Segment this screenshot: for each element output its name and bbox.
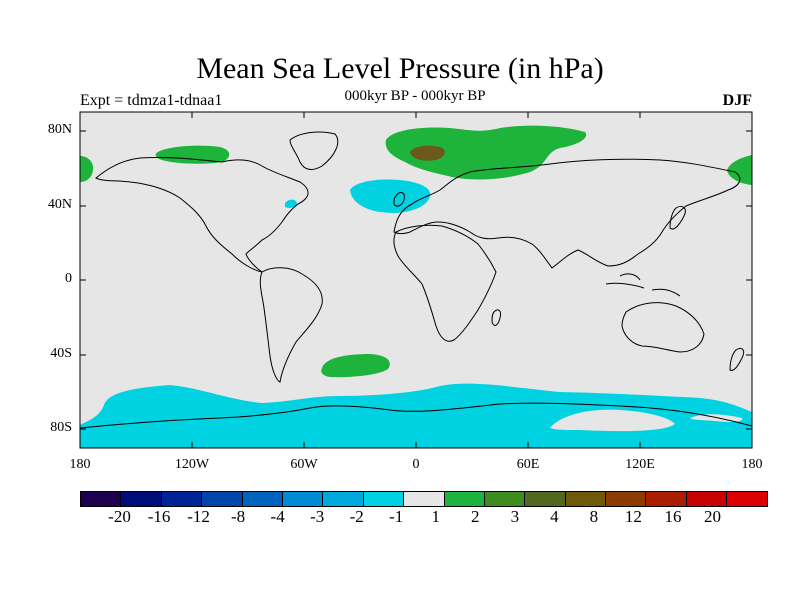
lon-label-0: 0 — [412, 457, 420, 472]
colorbar-label: -4 — [270, 507, 285, 526]
lat-label-40s: 40S — [50, 346, 72, 361]
lon-label-180-west: 180 — [69, 457, 91, 472]
colorbar — [80, 491, 768, 507]
colorbar-swatch — [160, 492, 202, 506]
lon-label-120e: 120E — [625, 457, 655, 472]
colorbar-swatch — [81, 492, 121, 506]
season-label: DJF — [722, 92, 752, 109]
colorbar-swatch — [241, 492, 282, 506]
colorbar-swatch — [322, 492, 363, 506]
anomaly-region-south-atlantic — [321, 354, 390, 378]
lon-label-60w: 60W — [290, 457, 318, 472]
anomaly-region-southern-ocean — [80, 383, 752, 448]
colorbar-swatch — [201, 492, 242, 506]
map-title: Mean Sea Level Pressure (in hPa) — [196, 52, 604, 85]
colorbar-label: 8 — [589, 507, 599, 526]
map-subtitle: 000kyr BP - 000kyr BP — [344, 88, 486, 104]
colorbar-label: 4 — [550, 507, 559, 526]
coastlines — [80, 131, 752, 429]
colorbar-swatch — [443, 492, 484, 506]
anomaly-region-bering-east — [727, 155, 752, 185]
lat-label-0: 0 — [65, 271, 72, 286]
colorbar-label: 3 — [510, 507, 520, 526]
colorbar-swatch — [726, 492, 767, 506]
colorbar-label: 1 — [431, 507, 441, 526]
experiment-label: Expt = tdmza1-tdnaa1 — [80, 92, 223, 109]
colorbar-swatch — [605, 492, 646, 506]
colorbar-swatch — [685, 492, 727, 506]
lon-label-120w: 120W — [174, 457, 210, 472]
colorbar-label: -3 — [310, 507, 325, 526]
colorbar-swatch — [403, 492, 444, 506]
colorbar-label: -12 — [187, 507, 210, 526]
lon-label-60e: 60E — [516, 457, 540, 472]
colorbar-swatch — [483, 492, 525, 506]
axis-ticks — [80, 112, 752, 448]
anomaly-region-nw-atlantic — [285, 199, 297, 208]
colorbar-label: -2 — [349, 507, 364, 526]
lon-label-180-east: 180 — [741, 457, 763, 472]
colorbar-label: -8 — [231, 507, 246, 526]
lat-label-80n: 80N — [47, 122, 72, 137]
colorbar-label: 12 — [624, 507, 642, 526]
colorbar-swatch — [120, 492, 161, 506]
colorbar-swatch — [281, 492, 323, 506]
lat-label-40n: 40N — [47, 197, 72, 212]
colorbar-label: -20 — [108, 507, 131, 526]
colorbar-label: 20 — [703, 507, 721, 526]
lat-label-80s: 80S — [50, 420, 72, 435]
colorbar-label: -16 — [147, 507, 171, 526]
colorbar-swatch — [524, 492, 565, 506]
anomaly-region-east-antarctica — [550, 409, 675, 432]
colorbar-swatch — [362, 492, 404, 506]
colorbar-label: -1 — [389, 507, 404, 526]
colorbar-swatch — [564, 492, 606, 506]
colorbar-label: 2 — [471, 507, 480, 526]
colorbar-label: 16 — [664, 507, 682, 526]
anomaly-region-scandinavia — [410, 145, 445, 161]
anomaly-region-canada — [155, 145, 230, 164]
anomaly-region-bering-west — [80, 156, 94, 182]
colorbar-swatch — [645, 492, 686, 506]
